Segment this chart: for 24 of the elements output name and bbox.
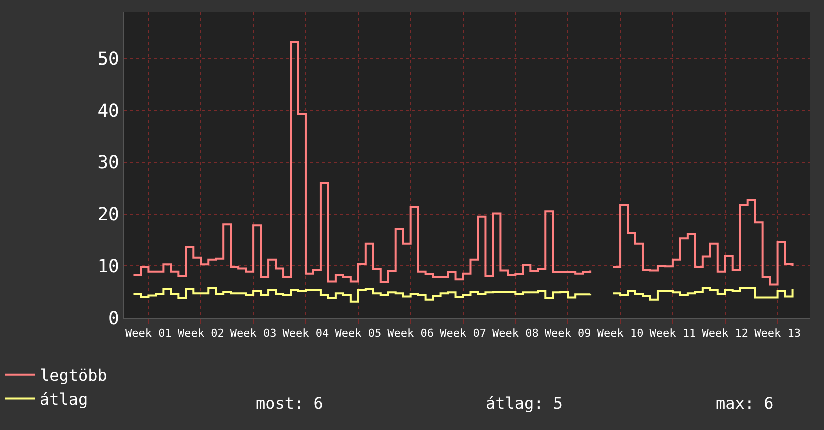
text: max: 6 [716, 394, 774, 413]
y-tick-label: 40 [98, 100, 120, 122]
y-tick-label: 0 [108, 308, 120, 330]
x-tick-label: Week 07 [440, 327, 486, 340]
legend-label: legtöbb [40, 366, 108, 386]
x-tick-label: Week 08 [492, 327, 539, 340]
x-tick-label: Week 01 [126, 327, 172, 340]
x-tick-label: Week 06 [388, 327, 434, 340]
x-tick-label: Week 02 [178, 327, 224, 340]
x-tick-label: Week 12 [702, 327, 749, 340]
x-tick-label: Week 11 [650, 327, 696, 340]
y-tick-label: 50 [98, 48, 120, 70]
text: átlag: 5 [486, 394, 564, 413]
x-tick-label: Week 13 [754, 327, 801, 340]
text: most: 6 [256, 394, 324, 413]
x-tick-label: Week 04 [282, 327, 330, 340]
y-tick-label: 30 [98, 152, 120, 174]
x-tick-label: Week 03 [230, 327, 277, 340]
x-tick-label: Week 05 [335, 327, 382, 340]
legend-label: átlag [40, 390, 88, 409]
x-tick-label: Week 10 [597, 327, 644, 340]
y-tick-label: 20 [98, 204, 120, 226]
y-tick-label: 10 [98, 256, 120, 278]
x-tick-label: Week 09 [544, 327, 592, 340]
